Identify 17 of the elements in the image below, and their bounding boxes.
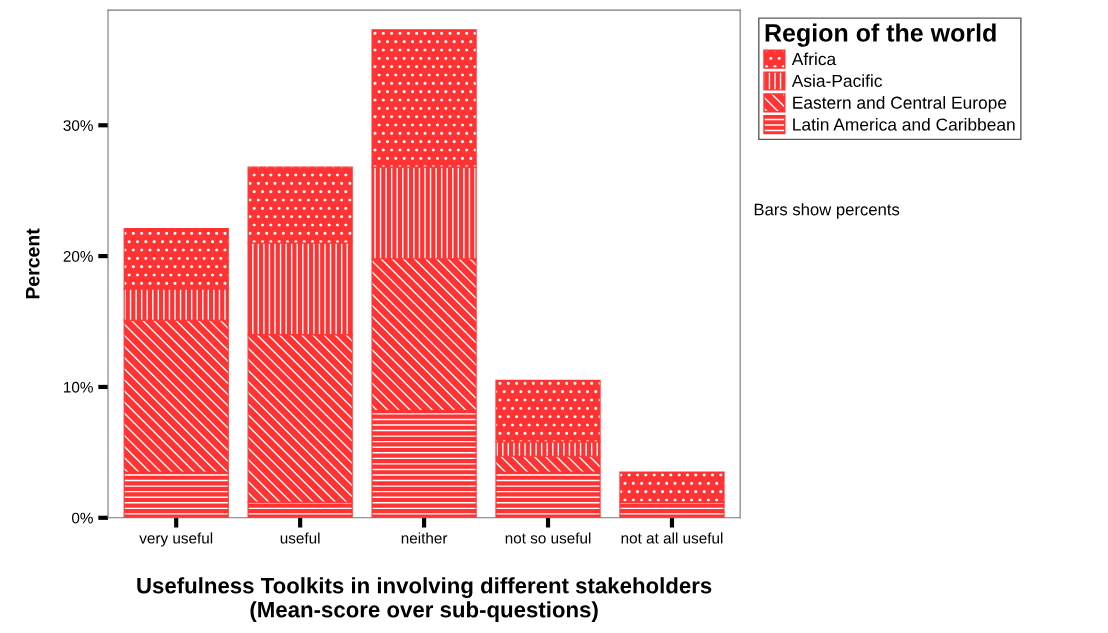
x-tick-label: not at all useful	[621, 532, 723, 544]
y-tick-label: 20%	[63, 250, 93, 262]
legend-label: Asia-Pacific	[791, 74, 883, 88]
legend-label: Africa	[791, 52, 837, 66]
x-axis-title: Usefulness Toolkits in involving different stakeholders (Mean-score over sub-questions)	[137, 577, 712, 622]
x-tick-label: useful	[280, 532, 320, 544]
y-axis-title: Percent	[26, 228, 40, 299]
legend-title: Region of the world	[765, 23, 996, 47]
y-tick-label: 30%	[63, 120, 93, 131]
text: Bars show percents	[754, 203, 900, 219]
legend-label: Eastern and Central Europe	[793, 96, 1007, 113]
x-tick-label: not so useful	[505, 532, 591, 544]
y-tick-label: 0%	[71, 512, 93, 524]
x-tick-label: very useful	[139, 532, 213, 547]
legend-label: Latin America and Caribbean	[793, 117, 1015, 131]
x-tick-label: neither	[401, 532, 448, 544]
y-tick-label: 10%	[64, 381, 93, 393]
